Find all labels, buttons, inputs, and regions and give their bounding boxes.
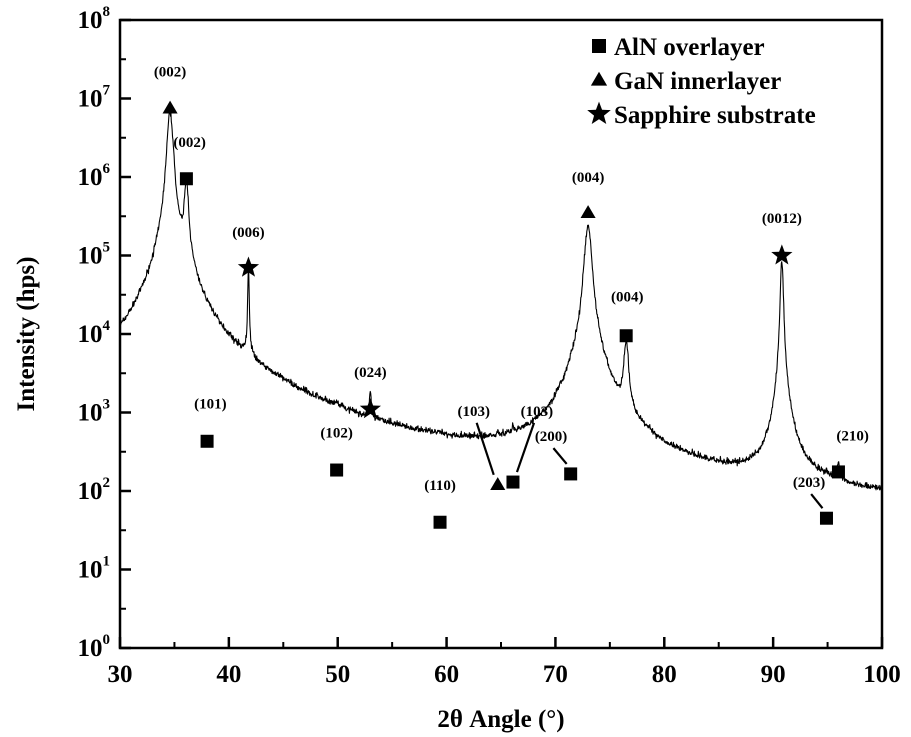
square-peak-marker	[619, 329, 633, 343]
square-peak-marker	[330, 463, 344, 477]
peak-index-label: (002)	[154, 65, 187, 81]
peak-index-label: (004)	[572, 170, 605, 186]
square-peak-marker	[506, 475, 520, 489]
peak-index-label: (203)	[793, 475, 826, 491]
square-peak-marker	[433, 515, 447, 529]
star-peak-marker	[771, 244, 793, 265]
square-peak-marker	[200, 434, 214, 448]
y-tick-label: 106	[78, 161, 111, 191]
peak-index-label: (102)	[320, 425, 353, 441]
x-tick-label: 70	[543, 661, 568, 688]
triangle-peak-marker	[162, 100, 178, 114]
peak-leader-line	[552, 447, 568, 465]
x-tick-label: 50	[325, 661, 350, 688]
y-tick-label: 100	[78, 632, 111, 662]
y-tick-label: 107	[78, 83, 111, 113]
x-tick-label: 60	[434, 661, 459, 688]
legend-label: Sapphire substrate	[614, 102, 816, 129]
peak-leader-line	[810, 493, 824, 509]
square-peak-marker	[179, 172, 193, 186]
triangle-peak-marker	[580, 205, 596, 218]
square-peak-marker	[819, 511, 833, 525]
y-tick-label: 101	[78, 554, 111, 584]
y-tick-label: 103	[78, 397, 111, 427]
peak-leader-line	[515, 422, 536, 473]
legend: AlN overlayer GaN innerlayer Sapphire subs…	[587, 34, 816, 129]
peak-index-label: (110)	[424, 478, 456, 494]
legend-square-icon	[592, 39, 606, 53]
square-peak-marker	[831, 465, 845, 479]
legend-triangle-icon	[590, 71, 608, 86]
peak-index-label: (101)	[194, 397, 227, 413]
star-peak-marker	[359, 398, 381, 419]
x-tick-label: 80	[652, 661, 677, 688]
peak-index-label: (103)	[458, 404, 491, 420]
y-tick-label: 105	[78, 240, 111, 270]
y-axis-title: Intensity (hps)	[13, 257, 40, 412]
peak-labels: (002) (002) (101) (006) (102) (024) (110) (103)…	[154, 65, 869, 509]
peak-index-label: (0012)	[762, 211, 802, 227]
legend-label: GaN innerlayer	[614, 68, 781, 95]
legend-label: AlN overlayer	[614, 34, 765, 61]
peak-index-label: (002)	[173, 135, 206, 151]
peak-index-label: (103)	[521, 404, 554, 420]
peak-index-label: (004)	[611, 290, 644, 306]
peak-index-label: (024)	[354, 365, 387, 381]
x-tick-label: 90	[761, 661, 786, 688]
plot-frame	[118, 18, 884, 650]
x-tick-label: 100	[863, 661, 901, 688]
y-tick-label: 102	[78, 475, 111, 505]
y-tick-label: 104	[78, 318, 111, 348]
y-tick-label: 108	[78, 4, 111, 34]
star-peak-marker	[237, 256, 260, 277]
peak-index-label: (006)	[232, 225, 265, 241]
square-peak-marker	[564, 467, 578, 481]
triangle-peak-marker	[490, 477, 506, 490]
peak-index-label: (210)	[836, 428, 869, 444]
peak-markers	[162, 100, 845, 529]
x-tick-label: 30	[108, 661, 133, 688]
xrd-pattern-line	[119, 108, 883, 491]
axis-ticks: 30 40 50 60 70 80 90 100 100 101 102 103 104 105 106 10…	[78, 4, 901, 688]
peak-index-label: (200)	[535, 429, 568, 445]
x-tick-label: 40	[216, 661, 241, 688]
peak-leader-line	[475, 422, 495, 476]
legend-star-icon	[587, 101, 611, 125]
x-axis-title: 2θ Angle (°)	[437, 706, 564, 733]
